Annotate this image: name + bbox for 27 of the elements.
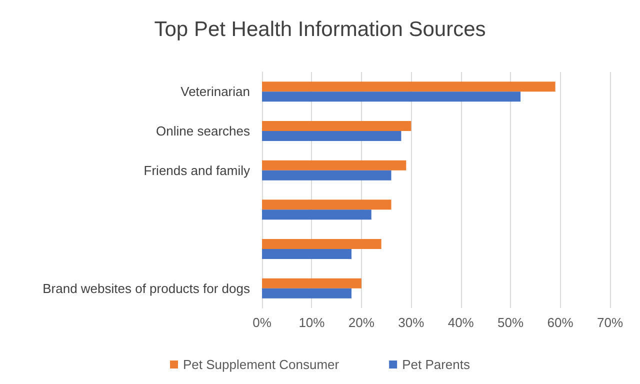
- bar: [262, 249, 352, 259]
- x-tick-label: 30%: [398, 315, 425, 330]
- bar: [262, 121, 412, 131]
- legend-label: Pet Supplement Consumer: [182, 357, 340, 372]
- x-tick-label: 70%: [596, 315, 624, 330]
- bar: [262, 288, 352, 298]
- y-tick-label: Veterinarian: [180, 84, 250, 100]
- x-tick-label: 20%: [348, 315, 375, 330]
- bar: [262, 200, 392, 210]
- bar: [262, 210, 372, 220]
- x-tick-label: 10%: [298, 315, 326, 330]
- bar: [262, 239, 382, 249]
- bar: [262, 278, 362, 288]
- chart-title: Top Pet Health Information Sources: [154, 18, 486, 41]
- x-tick-label: 50%: [498, 315, 524, 330]
- legend-label: Pet Parents: [402, 357, 471, 372]
- x-tick-label: 40%: [448, 315, 474, 330]
- y-tick-label: Brand websites of products for dogs: [42, 280, 250, 296]
- y-tick-label: Online searches: [156, 124, 250, 138]
- bar: [262, 82, 556, 92]
- x-tick-label: 60%: [547, 315, 574, 330]
- bar: [262, 92, 521, 102]
- y-tick-label: Friends and family: [144, 162, 250, 178]
- bar: [262, 131, 402, 141]
- bar: [262, 170, 392, 180]
- bar: [262, 160, 406, 170]
- x-tick-label: 0%: [252, 315, 272, 330]
